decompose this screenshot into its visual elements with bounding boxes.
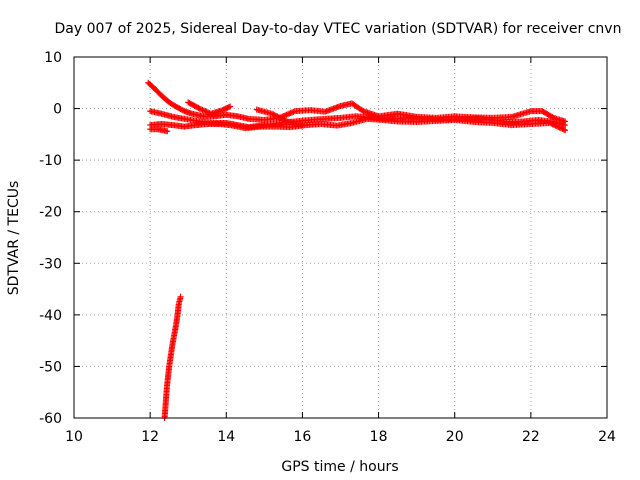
series-track-g: [161, 293, 184, 421]
data-point: [284, 111, 291, 118]
series-track-d: [147, 126, 171, 135]
y-tick-label: -20: [39, 205, 62, 221]
data-point: [556, 124, 563, 131]
data-point: [225, 104, 232, 111]
data-point: [299, 122, 306, 129]
data-point: [195, 104, 202, 111]
data-point: [290, 108, 297, 115]
data-point: [283, 111, 290, 118]
data-point: [562, 127, 569, 134]
data-point: [287, 109, 294, 116]
x-tick-label: 10: [65, 429, 83, 445]
x-tick-label: 14: [217, 429, 235, 445]
y-tick-label: 10: [44, 50, 62, 66]
axis-ticks: 10 12 14 16 18 20 22 24 10 0 -10 -20 -30 -40 -50 -60: [39, 50, 616, 445]
data-point: [555, 123, 562, 130]
data-point: [560, 126, 567, 133]
data-point: [557, 125, 564, 132]
data-point: [548, 120, 555, 127]
series-track-f: [253, 106, 306, 129]
y-tick-label: -40: [39, 308, 62, 324]
y-tick-label: -10: [39, 153, 62, 169]
data-point: [562, 122, 569, 129]
x-tick-label: 20: [446, 429, 464, 445]
data-point: [286, 110, 293, 117]
x-axis-label: GPS time / hours: [281, 459, 398, 475]
data-point: [282, 112, 289, 119]
series-track-c: [147, 115, 569, 134]
data-point: [289, 109, 296, 116]
x-tick-label: 12: [141, 429, 159, 445]
series-track-e: [185, 99, 234, 117]
data-points: [145, 79, 569, 421]
x-tick-label: 18: [370, 429, 388, 445]
chart-title: Day 007 of 2025, Sidereal Day-to-day VTE…: [55, 21, 622, 37]
y-tick-label: -50: [39, 359, 62, 375]
y-tick-label: -30: [39, 256, 62, 272]
data-point: [282, 117, 289, 124]
plot-frame: [73, 56, 608, 419]
data-point: [559, 125, 566, 132]
y-tick-label: -60: [39, 411, 62, 427]
data-point: [553, 123, 560, 130]
x-tick-label: 24: [598, 429, 616, 445]
data-point: [552, 122, 559, 129]
grid-lines: [74, 57, 607, 418]
data-point: [546, 120, 553, 127]
y-axis-label: SDTVAR / TECUs: [6, 181, 22, 296]
y-tick-label: 0: [53, 102, 62, 118]
x-tick-label: 16: [294, 429, 312, 445]
data-point: [549, 121, 556, 128]
data-point: [164, 128, 171, 135]
x-tick-label: 22: [522, 429, 540, 445]
data-point: [227, 103, 234, 110]
data-point: [551, 121, 558, 128]
data-point: [359, 107, 366, 114]
